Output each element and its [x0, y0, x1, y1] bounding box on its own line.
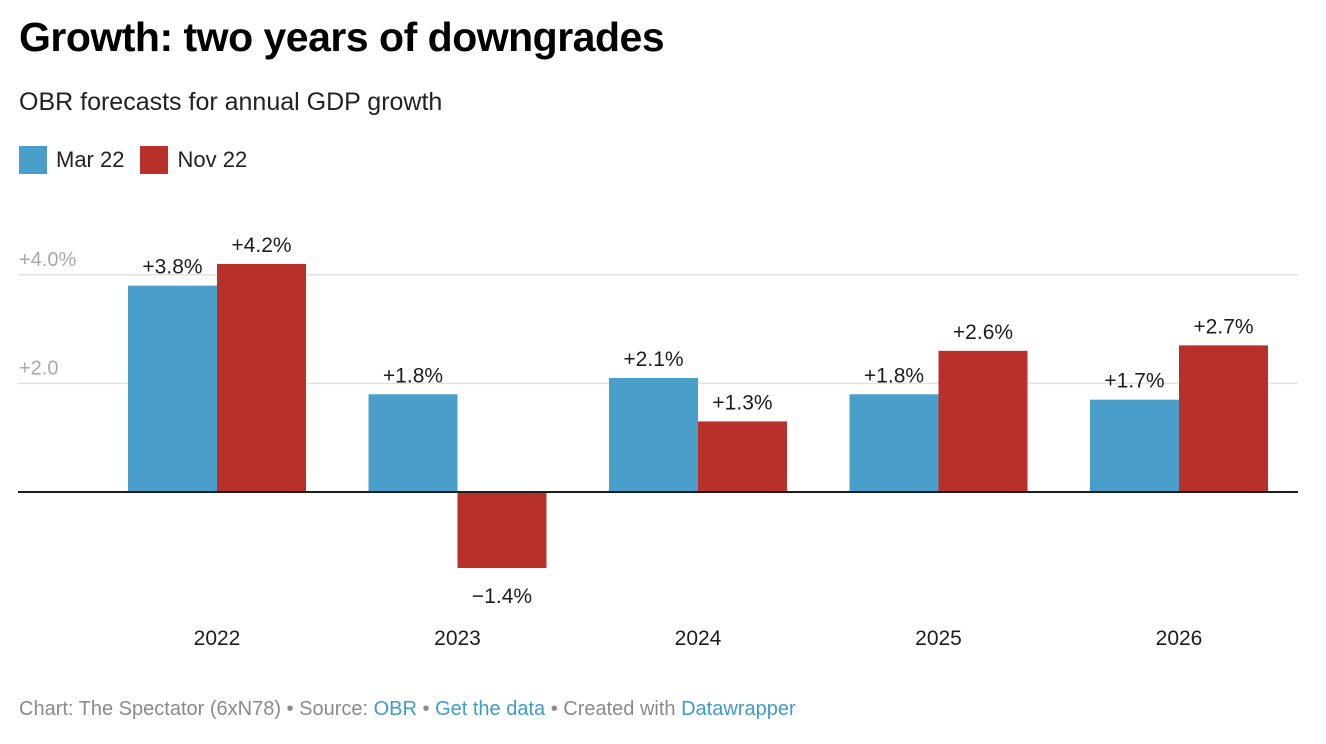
data-label: +1.7% — [1104, 370, 1164, 393]
x-tick-label: 2022 — [194, 627, 241, 650]
data-label: −1.4% — [472, 585, 532, 608]
legend: Mar 22 Nov 22 — [19, 146, 263, 174]
legend-swatch-mar22 — [19, 146, 47, 174]
chart-subtitle: OBR forecasts for annual GDP growth — [19, 88, 443, 116]
legend-item-nov22: Nov 22 — [140, 146, 247, 174]
x-tick-label: 2026 — [1156, 627, 1203, 650]
bar-mar-22-2023 — [368, 394, 458, 492]
data-label: +3.8% — [142, 256, 202, 279]
legend-label-nov22: Nov 22 — [177, 147, 248, 172]
bar-mar-22-2022 — [128, 285, 217, 492]
data-label: +1.8% — [383, 364, 443, 387]
data-label: +1.8% — [864, 364, 924, 387]
bar-chart: +2.0 +4.0% +3.8% +4.2% 2022 +1.8% −1.4% 2023 +2.… — [18, 234, 1298, 650]
bar-nov-22-2023 — [457, 492, 547, 569]
bar-mar-22-2025 — [849, 394, 939, 492]
bar-nov-22-2025 — [938, 350, 1028, 492]
x-tick-label: 2024 — [675, 627, 722, 650]
legend-label-mar22: Mar 22 — [56, 147, 125, 172]
chart-title: Growth: two years of downgrades — [19, 14, 665, 60]
data-label: +1.3% — [712, 391, 772, 414]
bar-mar-22-2024 — [609, 377, 698, 492]
footer-separator: • — [416, 698, 436, 720]
bar-nov-22-2022 — [217, 263, 306, 492]
data-label: +4.2% — [231, 234, 291, 257]
bar-nov-22-2024 — [698, 421, 787, 492]
x-tick-label: 2025 — [915, 627, 962, 650]
bar-mar-22-2026 — [1090, 399, 1179, 492]
source-label: Source: — [299, 698, 374, 720]
data-label: +2.6% — [953, 321, 1013, 344]
get-the-data-link[interactable]: Get the data — [435, 698, 546, 720]
y-tick-label: +2.0 — [19, 357, 58, 379]
chart-credit: Chart: The Spectator (6xN78) — [19, 698, 281, 720]
bar-nov-22-2026 — [1179, 345, 1268, 492]
source-link[interactable]: OBR — [373, 698, 417, 720]
footer: Chart: The Spectator (6xN78) • Source: O… — [19, 698, 796, 721]
footer-separator: • — [545, 698, 564, 720]
data-label: +2.7% — [1193, 315, 1253, 338]
datawrapper-link[interactable]: Datawrapper — [681, 698, 796, 720]
legend-item-mar22: Mar 22 — [19, 146, 124, 174]
legend-swatch-nov22 — [140, 146, 169, 174]
data-label: +2.1% — [623, 348, 683, 371]
created-with-label: Created with — [563, 698, 682, 720]
x-tick-label: 2023 — [434, 627, 481, 650]
y-tick-label: +4.0% — [19, 249, 76, 271]
footer-separator: • — [280, 698, 300, 720]
